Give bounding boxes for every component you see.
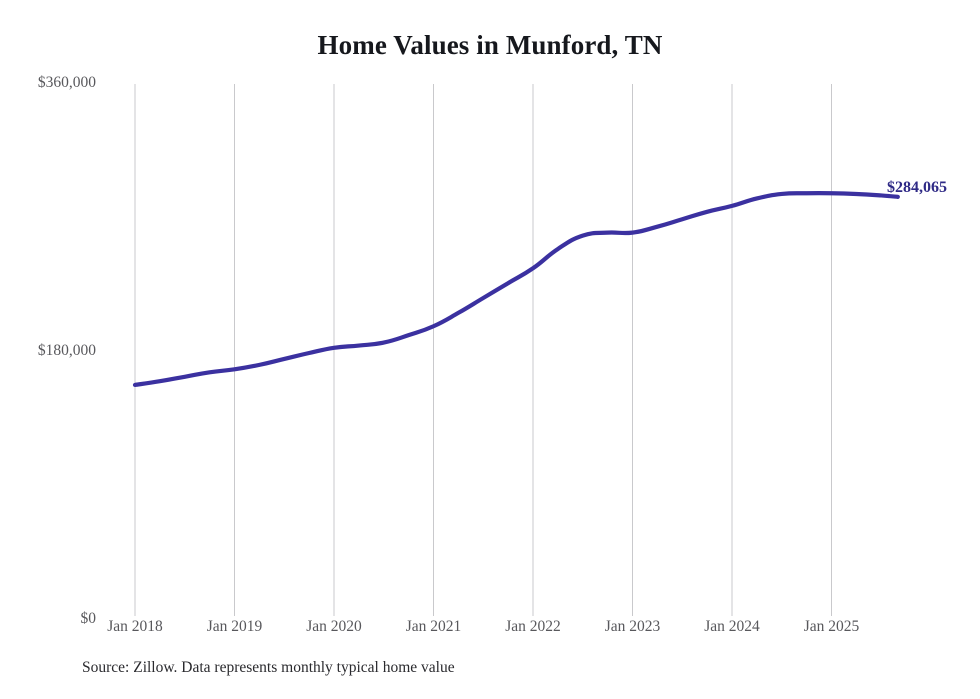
x-axis-tick-jan-2019: Jan 2019: [206, 618, 263, 635]
x-axis-tick-jan-2024: Jan 2024: [704, 618, 760, 635]
chart-title: Home Values in Munford, TN: [317, 30, 663, 60]
x-axis-tick-jan-2023: Jan 2023: [604, 618, 661, 635]
x-axis-tick-jan-2022: Jan 2022: [505, 618, 561, 635]
x-axis-tick-jan-2021: Jan 2021: [405, 618, 462, 635]
source-note: Source: Zillow. Data represents monthly …: [82, 659, 455, 676]
y-axis-tick-360000: $360,000: [37, 74, 96, 91]
x-axis-tick-jan-2020: Jan 2020: [306, 618, 362, 635]
value-line-series: [132, 191, 900, 388]
y-axis-tick-180000: $180,000: [37, 342, 96, 359]
y-axis-tick-0: $0: [80, 610, 97, 627]
endpoint-value-label: $284,065: [887, 179, 947, 196]
x-axis-tick-jan-2025: Jan 2025: [803, 618, 860, 635]
x-axis-tick-jan-2018: Jan 2018: [107, 618, 163, 635]
gridlines: [134, 84, 832, 616]
